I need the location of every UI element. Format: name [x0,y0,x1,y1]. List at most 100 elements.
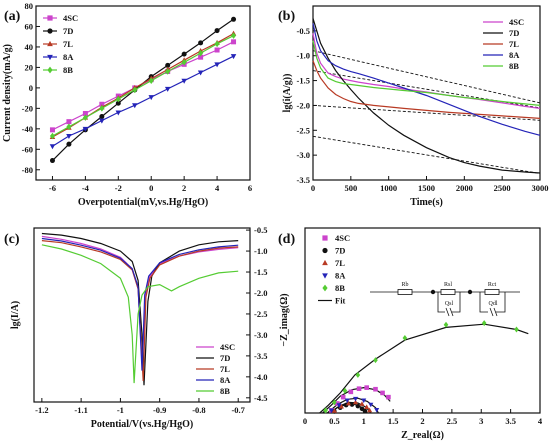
series-8A-point [66,133,72,139]
y-tick-label: -3.5 [297,175,310,185]
series-4SC-point [348,389,354,395]
y-tick-label: -1.0 [254,246,267,256]
legend-label: 4SC [63,13,78,23]
legend-label: 8A [509,50,520,60]
x-tick-label: 500 [344,183,357,193]
dashed-fit-line [312,104,541,121]
series-4SC-point [356,386,362,391]
legend-marker [322,259,328,266]
legend-label: 8B [220,386,230,396]
circuit-label: Rb [401,282,408,288]
y-tick-label: -2.0 [297,100,310,110]
legend-label: Fit [335,296,346,306]
series-7L-line [41,240,239,382]
x-tick-label: -1.1 [74,405,87,415]
series-7L-point [345,400,352,406]
series-8B-point [373,357,378,364]
x-tick-label: 2.5 [447,416,458,426]
x-tick-label: 0.5 [329,416,340,426]
series-7D-point [355,403,361,409]
legend-marker [47,40,53,47]
y-tick-label: -0.5 [254,225,267,235]
legend-label: 8A [63,52,74,62]
series-7D-point [214,28,220,34]
y-tick-label: -20 [22,103,33,113]
series-8B-point [82,114,88,121]
circuit-wire [479,292,488,313]
y-tick-label: -2.5 [297,125,310,135]
legend-marker [322,284,328,292]
series-4SC-point [214,47,220,53]
series-4SC-point [373,386,378,392]
series-7D-line [52,18,234,162]
series-8B-point [323,407,328,414]
legend-label: 7L [335,258,345,268]
series-7D-point [66,141,72,147]
series-4SC-point [49,127,55,133]
x-tick-label: 4 [538,416,543,426]
series-7L-point [359,401,365,406]
series-8A-point [344,398,350,404]
x-tick-label: 1000 [380,183,397,193]
x-tick-label: 2 [182,183,186,193]
series-8B-point [443,321,449,328]
series-8B-point [332,399,337,406]
legend-label: 8B [63,65,73,75]
x-tick-label: 6 [248,183,252,193]
legend-marker [47,54,53,61]
series-7D-line [312,18,541,174]
x-tick-label: 3.5 [505,416,516,426]
y-tick-label: -3.0 [254,330,267,340]
series-4SC-point [340,394,346,400]
series-4SC-point [99,101,105,107]
series-8A-point [132,103,138,109]
legend-marker [322,235,328,241]
series-8A-point [197,70,204,76]
legend-label: 8A [335,271,346,281]
series-8A-point [336,403,342,408]
x-tick-label: -0.9 [153,405,166,415]
panel-2: -1.2 -1.1 -1 -0.9 -0.8 -0.7 -0.5 -1.0 -1.5 -2.0 -2… [4,225,267,430]
legend-label: 7L [63,39,73,49]
legend-label: 4SC [220,342,235,352]
circuit-label: Qdl [489,301,498,307]
y-tick-label: -2.0 [254,288,267,298]
legend-marker [47,28,53,34]
dashed-fit-line [312,50,541,104]
x-tick-label: 0 [303,416,307,426]
resistor-Rsl [440,289,456,295]
series-8A-point [164,86,171,92]
plot-frame [304,227,541,414]
series-8A-point [82,126,89,132]
series-4SC-point [82,110,88,116]
series-8B-point [355,371,361,378]
series-8A-point [148,95,154,101]
circuit-label: Rct [488,282,497,288]
series-7D-point [349,402,355,407]
legend-marker [322,273,328,279]
y-tick-label: -80 [22,165,33,175]
legend-label: 8B [335,283,345,293]
series-8A-point [230,54,237,60]
legend-label: 8B [509,61,519,71]
panel-3: 0 0.5 1 1.5 2 2.5 3 3.5 4 Z_real(Ω) (d) −Z_imag(Ω) 4… [278,227,543,441]
y-tick-label: 40 [25,42,34,52]
x-axis-label: Potential/V(vs.Hg/HgO) [91,419,194,430]
series-8B-line [41,244,239,384]
series-7D-point [115,100,121,106]
x-tick-label: 2000 [456,183,473,193]
cpe-Qdl [489,307,494,317]
circuit-label: Qsl [445,301,454,307]
series-8B-point [481,320,487,327]
y-tick-label: -0.5 [297,26,310,36]
x-tick-label: 0 [311,183,315,193]
y-tick-label: -1.5 [254,267,267,277]
series-8A-point [352,396,359,402]
y-tick-label: -1.0 [297,51,310,61]
x-tick-label: 2 [420,416,424,426]
x-axis-label: Time(s) [410,197,443,208]
series-8B-point [514,326,519,333]
series-4SC-point [364,385,369,390]
x-tick-label: 2500 [494,183,511,193]
